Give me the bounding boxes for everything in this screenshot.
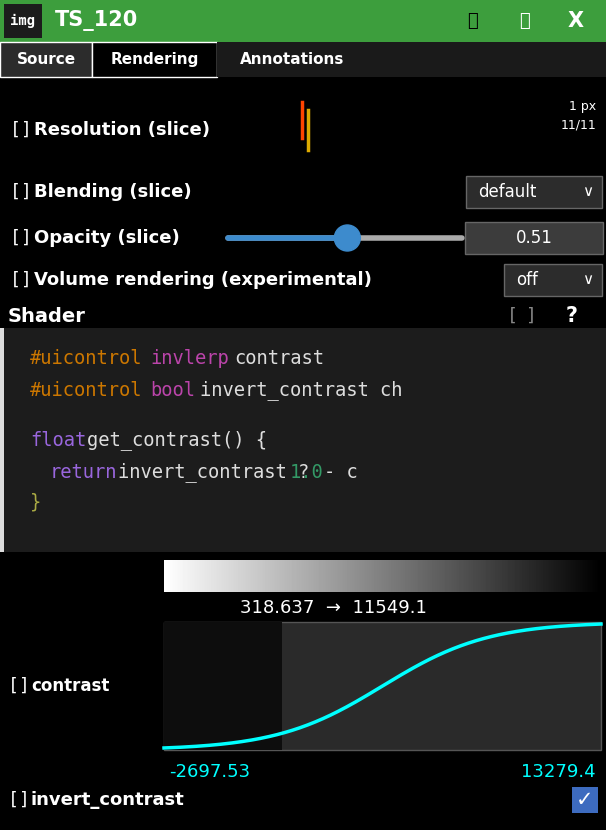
Text: [: [ bbox=[8, 677, 19, 695]
Bar bbox=[0, 42, 92, 77]
Text: 0.51: 0.51 bbox=[516, 229, 553, 247]
Bar bbox=[217, 42, 367, 77]
Text: Annotations: Annotations bbox=[240, 52, 344, 67]
Bar bbox=[92, 42, 217, 77]
Text: ]: ] bbox=[21, 229, 32, 247]
Text: #uicontrol: #uicontrol bbox=[30, 349, 142, 368]
Bar bbox=[4, 328, 606, 552]
Text: bool: bool bbox=[150, 380, 195, 399]
Text: #uicontrol: #uicontrol bbox=[30, 380, 142, 399]
Text: invlerp: invlerp bbox=[150, 349, 228, 368]
Bar bbox=[465, 222, 603, 254]
Text: X: X bbox=[568, 11, 584, 31]
Text: off: off bbox=[516, 271, 538, 289]
Text: [: [ bbox=[507, 307, 518, 325]
Bar bbox=[164, 622, 601, 750]
Text: Blending (slice): Blending (slice) bbox=[34, 183, 191, 201]
Text: ]: ] bbox=[21, 271, 32, 289]
Bar bbox=[0, 0, 606, 42]
Text: [: [ bbox=[10, 271, 21, 289]
Bar bbox=[164, 622, 282, 750]
Text: Volume rendering (experimental): Volume rendering (experimental) bbox=[34, 271, 372, 289]
Text: 1.0: 1.0 bbox=[290, 462, 324, 481]
Bar bbox=[504, 264, 602, 296]
Text: [: [ bbox=[10, 229, 21, 247]
Bar bbox=[0, 328, 4, 552]
Text: TS_120: TS_120 bbox=[55, 11, 138, 32]
Text: 📌: 📌 bbox=[468, 12, 478, 30]
Text: invert_contrast ch: invert_contrast ch bbox=[200, 380, 402, 400]
Text: Resolution (slice): Resolution (slice) bbox=[34, 121, 210, 139]
Text: img: img bbox=[10, 14, 36, 28]
Text: invert_contrast: invert_contrast bbox=[31, 791, 185, 809]
Text: ]: ] bbox=[21, 183, 32, 201]
Text: contrast: contrast bbox=[31, 677, 109, 695]
Text: ?: ? bbox=[566, 306, 578, 326]
Text: contrast: contrast bbox=[234, 349, 324, 368]
Text: Rendering: Rendering bbox=[110, 52, 199, 67]
Text: ]: ] bbox=[19, 677, 30, 695]
Text: [: [ bbox=[10, 183, 21, 201]
Text: ✓: ✓ bbox=[576, 790, 594, 810]
Text: 🗑: 🗑 bbox=[519, 12, 530, 30]
Bar bbox=[466, 176, 602, 208]
Circle shape bbox=[335, 225, 361, 251]
Text: Shader: Shader bbox=[8, 306, 86, 325]
Text: 1 px: 1 px bbox=[569, 100, 596, 113]
Text: -2697.53: -2697.53 bbox=[169, 763, 250, 781]
Text: ]: ] bbox=[21, 121, 32, 139]
Text: invert_contrast ?: invert_contrast ? bbox=[118, 462, 321, 482]
Text: float: float bbox=[30, 431, 86, 450]
Text: default: default bbox=[478, 183, 536, 201]
Text: Source: Source bbox=[16, 52, 76, 67]
Text: ∨: ∨ bbox=[582, 184, 593, 199]
Text: Opacity (slice): Opacity (slice) bbox=[34, 229, 180, 247]
Text: 11/11: 11/11 bbox=[561, 118, 596, 131]
Bar bbox=[572, 787, 598, 813]
Text: }: } bbox=[30, 492, 41, 511]
Text: ]: ] bbox=[19, 791, 30, 809]
Bar bbox=[0, 42, 606, 77]
Text: get_contrast() {: get_contrast() { bbox=[87, 430, 267, 450]
Text: [: [ bbox=[8, 791, 19, 809]
Text: 318.637  →  11549.1: 318.637 → 11549.1 bbox=[239, 599, 427, 617]
Bar bbox=[4, 4, 42, 38]
Text: - c: - c bbox=[324, 462, 358, 481]
Text: ]: ] bbox=[526, 307, 537, 325]
Text: return: return bbox=[50, 462, 118, 481]
Text: 13279.4: 13279.4 bbox=[521, 763, 596, 781]
Text: [: [ bbox=[10, 121, 21, 139]
Text: ∨: ∨ bbox=[582, 272, 593, 287]
